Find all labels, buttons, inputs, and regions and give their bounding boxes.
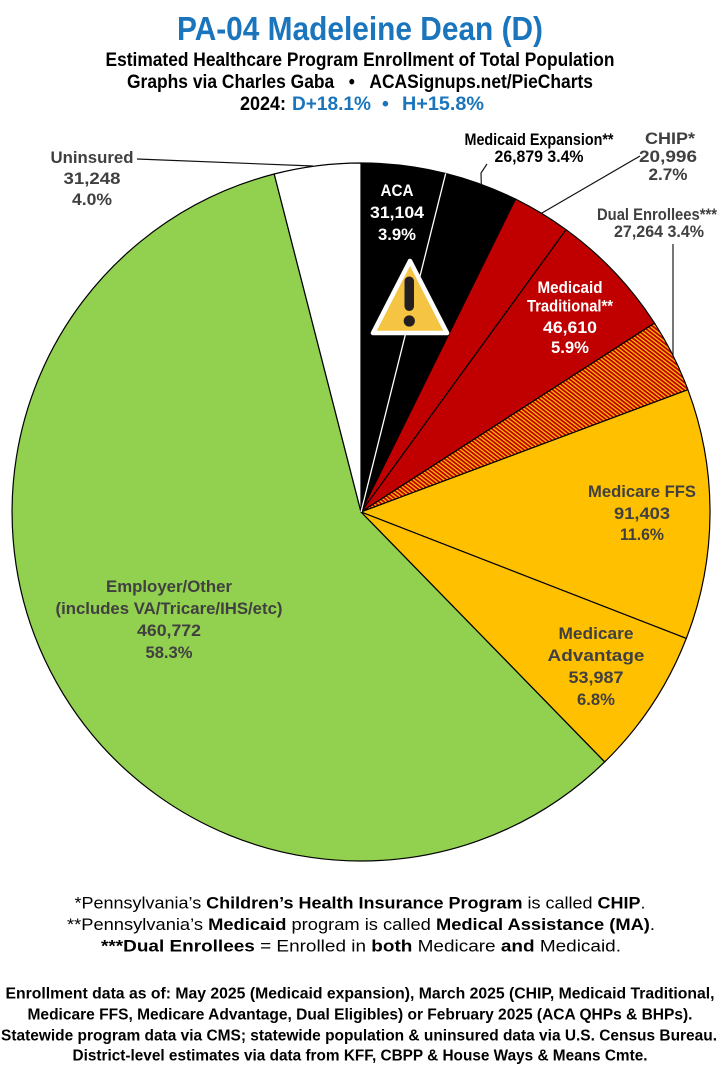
svg-text:Enrollment data as of: May 202: Enrollment data as of: May 2025 (Medicai… — [6, 986, 715, 1003]
svg-text:Dual Enrollees***: Dual Enrollees*** — [597, 205, 717, 224]
svg-text:53,987: 53,987 — [569, 668, 624, 687]
svg-text:Medicaid: Medicaid — [538, 278, 603, 297]
svg-text:27,264 3.4%: 27,264 3.4% — [614, 222, 704, 241]
svg-text:91,403: 91,403 — [614, 504, 670, 523]
svg-text:Medicaid Expansion**: Medicaid Expansion** — [465, 130, 614, 149]
svg-text:460,772: 460,772 — [137, 621, 201, 640]
svg-text:58.3%: 58.3% — [146, 643, 193, 662]
svg-text:Uninsured: Uninsured — [51, 148, 134, 167]
svg-text:D+18.1%: D+18.1% — [292, 93, 371, 115]
svg-text:20,996: 20,996 — [639, 147, 697, 166]
svg-text:**Pennsylvania’s Medicaid prog: **Pennsylvania’s Medicaid program is cal… — [67, 916, 655, 934]
svg-text:CHIP*: CHIP* — [645, 129, 695, 148]
svg-text:H+15.8%: H+15.8% — [402, 93, 484, 115]
svg-text:ACA: ACA — [381, 181, 414, 200]
svg-text:PA-04 Madeleine Dean (D): PA-04 Madeleine Dean (D) — [177, 10, 543, 47]
svg-text:Medicare FFS: Medicare FFS — [588, 482, 696, 501]
svg-text:31,104: 31,104 — [370, 203, 425, 222]
svg-text:Graphs via Charles Gaba •: Graphs via Charles Gaba • ACASignups.net… — [127, 71, 593, 93]
svg-text:Employer/Other: Employer/Other — [106, 577, 232, 596]
svg-text:(includes VA/Tricare/IHS/etc): (includes VA/Tricare/IHS/etc) — [56, 599, 283, 618]
svg-text:*Pennsylvania’s Children’s Hea: *Pennsylvania’s Children’s Health Insura… — [75, 895, 646, 913]
svg-text:26,879 3.4%: 26,879 3.4% — [495, 147, 584, 166]
svg-text:Estimated Healthcare Program E: Estimated Healthcare Program Enrollment … — [106, 49, 615, 71]
svg-text:31,248: 31,248 — [64, 169, 121, 188]
svg-text:6.8%: 6.8% — [577, 690, 615, 709]
svg-text:4.0%: 4.0% — [72, 190, 112, 209]
svg-text:Statewide program data via CMS: Statewide program data via CMS; statewid… — [1, 1027, 717, 1044]
svg-text:District-level estimates via d: District-level estimates via data from K… — [73, 1048, 648, 1065]
svg-text:3.9%: 3.9% — [378, 225, 416, 244]
svg-text:•: • — [382, 93, 389, 115]
svg-text:***Dual Enrollees = Enrolled i: ***Dual Enrollees = Enrolled in both Med… — [101, 938, 621, 956]
svg-text:5.9%: 5.9% — [551, 338, 589, 357]
svg-text:Medicare: Medicare — [559, 624, 634, 643]
svg-text:Traditional**: Traditional** — [527, 297, 613, 316]
svg-text:Advantage: Advantage — [548, 646, 645, 665]
svg-text:11.6%: 11.6% — [620, 525, 664, 544]
svg-text:Medicare FFS, Medicare Advanta: Medicare FFS, Medicare Advantage, Dual E… — [28, 1007, 693, 1024]
svg-text:46,610: 46,610 — [543, 318, 597, 337]
svg-text:2.7%: 2.7% — [649, 165, 688, 184]
svg-text:2024:: 2024: — [240, 93, 286, 115]
